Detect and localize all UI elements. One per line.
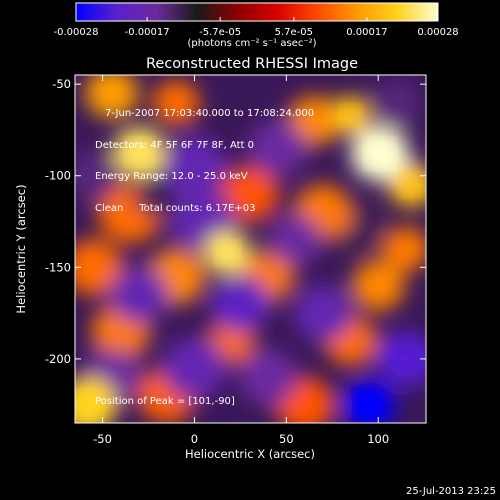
heatmap-core [75,391,101,418]
heatmap-core [357,393,381,417]
colorbar-tick-label: -0.00028 [54,27,99,38]
annotation-clean-counts: Clean Total counts: 6.17E+03 [95,202,256,214]
annotation-time-range: 7-Jun-2007 17:03:40.000 to 17:08:24.000 [105,108,315,119]
x-axis-label: Heliocentric X (arcsec) [185,447,315,461]
annotation-block: 7-Jun-2007 17:03:40.000 to 17:08:24.000 … [95,88,314,225]
x-tick-label: 0 [191,432,198,446]
heatmap-blob [247,120,307,177]
heatmap-blob [293,285,353,342]
colorbar-frame [75,2,439,22]
heatmap-blob [210,276,270,332]
heatmap-blob [152,80,200,125]
heatmap-core [341,106,360,125]
heatmap-blob [85,75,139,119]
heatmap-blob [351,260,405,311]
plot-frame [74,74,427,424]
heatmap-blob [238,349,298,406]
colorbar-tick-label: 0.00028 [417,27,458,38]
x-tick-label: 100 [367,432,389,446]
y-axis-label: Heliocentric Y (arcsec) [14,184,28,313]
y-tick-label: -50 [52,77,71,91]
colorbar-tick-label: 5.7e-05 [275,27,313,38]
colorbar-tick-label: -5.7e-05 [199,27,241,38]
heatmap-blob [382,226,426,272]
colorbar-gradient [76,3,438,21]
annotation-detectors: Detectors: 4F 5F 6F 7F 8F, Att 0 [95,139,255,151]
heatmap-image [75,75,426,423]
y-tick-label: -100 [45,169,71,183]
colorbar-unit-label: (photons cm⁻² s⁻¹ asec⁻²) [187,38,316,49]
heatmap-blob [162,135,227,198]
heatmap-core [401,174,422,196]
heatmap-blob [373,80,421,125]
colorbar-tick-label: 0.00017 [346,27,387,38]
heatmap-blob [162,337,227,399]
colorbar-tick-label: -0.00017 [125,27,170,38]
heatmap-core [217,242,238,263]
heatmap-blob [75,150,120,201]
chart-title: Reconstructed RHESSI Image [146,56,358,72]
x-tick-label: 50 [279,432,294,446]
peak-position-label: Position of Peak = [101,-90] [95,396,235,407]
heatmap-core [392,346,419,372]
heatmap-core [367,140,393,167]
timestamp: 25-Jul-2013 23:25 [406,486,496,497]
x-tick-label: -50 [93,432,112,446]
heatmap-blob [220,166,279,222]
heatmap-blob [109,266,169,323]
heatmap-core [127,140,151,164]
colorbar: -0.00028 -0.00017 -5.7e-05 5.7e-05 0.00017 0.… [54,2,459,49]
heatmap-blob [269,214,322,265]
annotation-energy: Energy Range: 12.0 - 25.0 keV [95,171,248,182]
y-tick-label: -200 [45,352,71,366]
y-tick-label: -150 [45,260,71,274]
heatmap-blob [75,239,123,296]
